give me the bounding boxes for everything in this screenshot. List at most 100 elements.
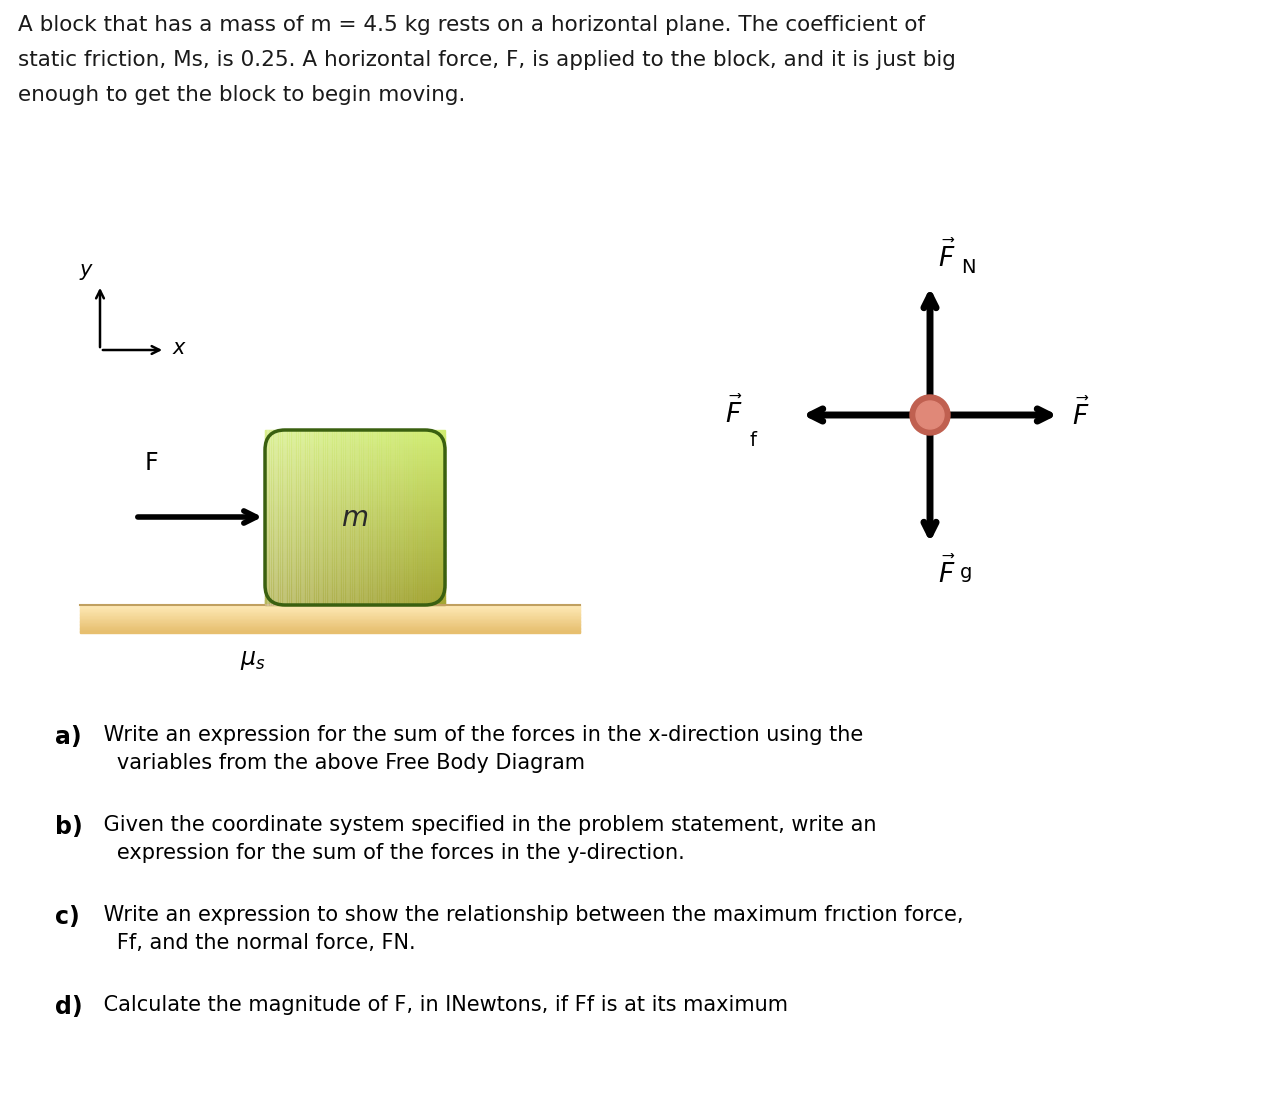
Bar bbox=[265, 521, 445, 525]
Bar bbox=[425, 430, 427, 606]
Bar bbox=[332, 430, 335, 606]
Bar bbox=[436, 430, 439, 606]
Bar bbox=[427, 430, 430, 606]
Text: A block that has a mass of m = 4.5 kg rests on a horizontal plane. The coefficie: A block that has a mass of m = 4.5 kg re… bbox=[18, 15, 925, 35]
Bar bbox=[265, 554, 445, 557]
Bar bbox=[265, 442, 445, 446]
Bar bbox=[265, 565, 445, 568]
Bar bbox=[371, 430, 373, 606]
Bar bbox=[268, 430, 270, 606]
Bar bbox=[326, 430, 328, 606]
Bar bbox=[346, 430, 349, 606]
Bar bbox=[265, 484, 445, 487]
Bar bbox=[80, 620, 580, 622]
Bar bbox=[422, 430, 425, 606]
Bar bbox=[295, 430, 297, 606]
Bar bbox=[80, 621, 580, 623]
Bar bbox=[350, 430, 353, 606]
Bar bbox=[421, 430, 423, 606]
Bar bbox=[80, 630, 580, 632]
Bar bbox=[439, 430, 441, 606]
Bar bbox=[80, 623, 580, 624]
Bar bbox=[265, 429, 445, 433]
Text: Write an expression to show the relationship between the maximum frıction force,: Write an expression to show the relation… bbox=[97, 904, 964, 925]
Bar bbox=[269, 430, 273, 606]
Bar bbox=[265, 436, 445, 439]
Bar bbox=[313, 430, 315, 606]
Text: Calculate the magnitude of F, in INewtons, if Ff is at its maximum: Calculate the magnitude of F, in INewton… bbox=[97, 995, 788, 1015]
Text: variables from the above Free Body Diagram: variables from the above Free Body Diagr… bbox=[97, 753, 586, 773]
Bar bbox=[265, 602, 445, 606]
Bar bbox=[265, 545, 445, 549]
Bar bbox=[265, 532, 445, 535]
Bar bbox=[265, 495, 445, 498]
Bar bbox=[335, 430, 337, 606]
Bar bbox=[265, 475, 445, 479]
Bar bbox=[80, 604, 580, 607]
Bar bbox=[395, 430, 398, 606]
Bar bbox=[265, 526, 445, 529]
Bar bbox=[265, 561, 445, 564]
Bar bbox=[385, 430, 387, 606]
Bar bbox=[265, 537, 445, 540]
Bar bbox=[265, 508, 445, 511]
Bar bbox=[265, 576, 445, 579]
Bar bbox=[434, 430, 436, 606]
Bar bbox=[290, 430, 292, 606]
Bar bbox=[323, 430, 326, 606]
Bar bbox=[265, 591, 445, 595]
Bar bbox=[319, 430, 322, 606]
Text: g: g bbox=[960, 563, 973, 583]
Text: c): c) bbox=[55, 904, 80, 929]
Bar bbox=[304, 430, 306, 606]
Bar bbox=[413, 430, 416, 606]
Bar bbox=[265, 567, 445, 570]
Bar bbox=[272, 430, 274, 606]
Bar bbox=[265, 548, 445, 551]
Bar bbox=[377, 430, 380, 606]
Bar bbox=[265, 502, 445, 505]
Bar bbox=[80, 608, 580, 609]
Bar bbox=[367, 430, 369, 606]
Bar bbox=[368, 430, 371, 606]
Bar bbox=[305, 430, 309, 606]
Bar bbox=[265, 482, 445, 485]
Bar bbox=[358, 430, 360, 606]
Bar bbox=[265, 563, 445, 566]
Bar bbox=[265, 499, 445, 503]
Bar bbox=[299, 430, 301, 606]
Bar bbox=[265, 530, 445, 533]
Bar bbox=[341, 430, 344, 606]
Bar bbox=[310, 430, 313, 606]
Bar bbox=[407, 430, 409, 606]
Text: b): b) bbox=[55, 815, 82, 839]
Bar bbox=[328, 430, 331, 606]
Bar bbox=[80, 627, 580, 629]
Bar bbox=[353, 430, 355, 606]
Bar bbox=[265, 447, 445, 450]
Bar bbox=[265, 431, 445, 435]
Bar bbox=[431, 430, 434, 606]
Bar bbox=[265, 480, 445, 483]
Bar bbox=[265, 464, 445, 468]
Text: $\mu_s$: $\mu_s$ bbox=[239, 648, 265, 672]
Bar bbox=[265, 580, 445, 584]
Bar bbox=[317, 430, 319, 606]
Bar bbox=[340, 430, 342, 606]
Bar bbox=[265, 519, 445, 522]
Text: enough to get the block to begin moving.: enough to get the block to begin moving. bbox=[18, 85, 466, 105]
Bar bbox=[278, 430, 282, 606]
Bar bbox=[265, 471, 445, 474]
Bar bbox=[80, 624, 580, 626]
Bar bbox=[265, 504, 445, 507]
Bar bbox=[412, 430, 414, 606]
Bar bbox=[265, 587, 445, 590]
Text: $\vec{F}$: $\vec{F}$ bbox=[938, 241, 955, 273]
Bar bbox=[331, 430, 333, 606]
Bar bbox=[80, 611, 580, 613]
Bar bbox=[80, 625, 580, 627]
Bar bbox=[265, 572, 445, 575]
Bar bbox=[265, 539, 445, 542]
Bar bbox=[376, 430, 378, 606]
Bar bbox=[80, 619, 580, 621]
